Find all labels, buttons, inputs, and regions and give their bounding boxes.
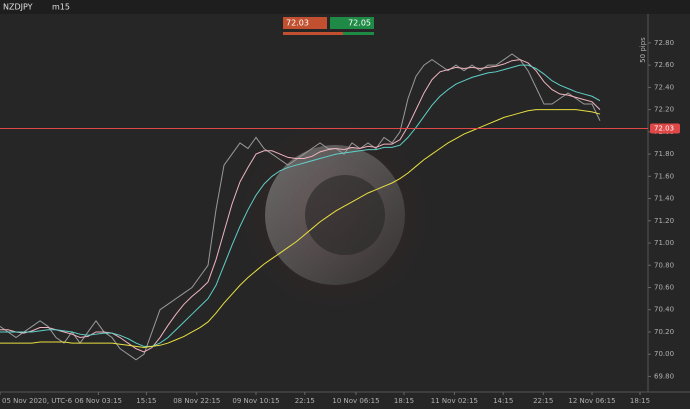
timeframe-selector[interactable]: m15	[52, 3, 70, 12]
y-tick-label: 72.20	[654, 106, 674, 114]
x-tick-label: 09 Nov 10:15	[232, 397, 279, 405]
sell-button[interactable]	[283, 17, 327, 29]
y-tick-label: 69.80	[654, 372, 674, 380]
y-tick-label: 71.40	[654, 195, 674, 203]
y-tick-label: 71.80	[654, 150, 674, 158]
y-tick-label: 70.00	[654, 350, 674, 358]
x-tick-label: 11 Nov 02:15	[431, 397, 478, 405]
current-price-box	[650, 123, 680, 134]
x-tick-label: 22:15	[533, 397, 553, 405]
sell-price[interactable]: 72.03	[286, 19, 309, 28]
y-tick-label: 72.40	[654, 83, 674, 91]
y-tick-label: 71.20	[654, 217, 674, 225]
x-tick-label: 06 Nov 03:15	[75, 397, 122, 405]
buy-button[interactable]	[330, 17, 374, 29]
y-tick-label: 70.80	[654, 261, 674, 269]
x-tick-label: 18:15	[394, 397, 414, 405]
x-tick-label: 10 Nov 06:15	[332, 397, 379, 405]
toolbar	[0, 0, 690, 14]
sentiment-bar	[283, 32, 343, 35]
x-tick-label: 12 Nov 06:15	[568, 397, 615, 405]
y-tick-label: 70.40	[654, 306, 674, 314]
watermark-logo	[305, 175, 385, 255]
x-tick-label: 18:15	[630, 397, 650, 405]
x-tick-label: 15:15	[136, 397, 156, 405]
current-price-label: 72.03	[654, 125, 674, 133]
y-tick-label: 72.60	[654, 61, 674, 69]
series-line	[0, 59, 601, 353]
series-line	[0, 64, 601, 347]
y-tick-label: 72.80	[654, 39, 674, 47]
sentiment-bar	[343, 32, 374, 35]
y-tick-label: 71.60	[654, 172, 674, 180]
x-tick-label: 14:15	[493, 397, 513, 405]
x-tick-label: 05 Nov 2020, UTC-6	[2, 397, 73, 405]
y-tick-label: 71.00	[654, 239, 674, 247]
pip-scale: 50 pips	[639, 37, 647, 63]
y-tick-label: 70.60	[654, 283, 674, 291]
y-tick-label: 70.20	[654, 328, 674, 336]
symbol-selector[interactable]: NZDJPY	[3, 3, 33, 12]
x-tick-label: 08 Nov 22:15	[173, 397, 220, 405]
series-line	[0, 109, 601, 349]
x-tick-label: 22:15	[295, 397, 315, 405]
series-line	[0, 53, 601, 361]
buy-price[interactable]: 72.05	[348, 19, 371, 28]
